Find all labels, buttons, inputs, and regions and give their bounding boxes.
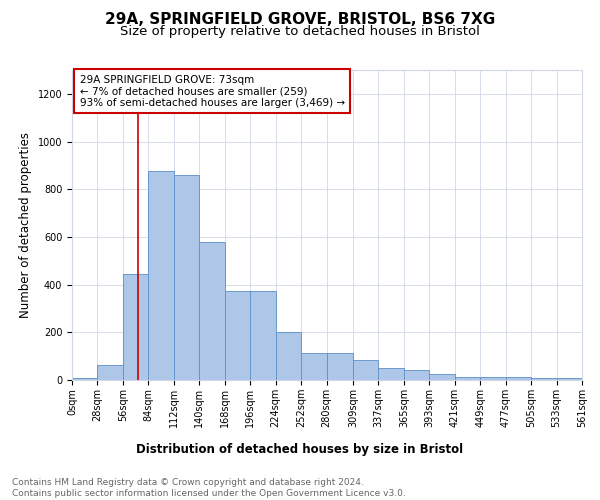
Bar <box>225 290 250 380</box>
Bar <box>326 352 353 380</box>
Text: Contains HM Land Registry data © Crown copyright and database right 2024.
Contai: Contains HM Land Registry data © Crown c… <box>12 478 406 498</box>
Bar <box>301 352 326 380</box>
Text: Distribution of detached houses by size in Bristol: Distribution of detached houses by size … <box>136 442 464 456</box>
Bar <box>123 274 148 380</box>
Bar <box>531 378 557 380</box>
Bar <box>557 378 582 380</box>
Bar <box>455 377 480 380</box>
Text: Size of property relative to detached houses in Bristol: Size of property relative to detached ho… <box>120 25 480 38</box>
Bar <box>250 290 275 380</box>
Bar <box>174 175 199 380</box>
Bar <box>379 368 404 380</box>
Bar <box>199 242 225 380</box>
Bar <box>429 374 455 380</box>
Bar <box>480 377 506 380</box>
Bar <box>97 364 123 380</box>
Bar <box>506 377 531 380</box>
Bar <box>148 172 174 380</box>
Bar <box>72 378 97 380</box>
Bar <box>353 360 379 380</box>
Text: 29A, SPRINGFIELD GROVE, BRISTOL, BS6 7XG: 29A, SPRINGFIELD GROVE, BRISTOL, BS6 7XG <box>105 12 495 28</box>
Bar <box>275 332 301 380</box>
Y-axis label: Number of detached properties: Number of detached properties <box>19 132 32 318</box>
Bar <box>404 370 429 380</box>
Text: 29A SPRINGFIELD GROVE: 73sqm
← 7% of detached houses are smaller (259)
93% of se: 29A SPRINGFIELD GROVE: 73sqm ← 7% of det… <box>80 74 345 108</box>
